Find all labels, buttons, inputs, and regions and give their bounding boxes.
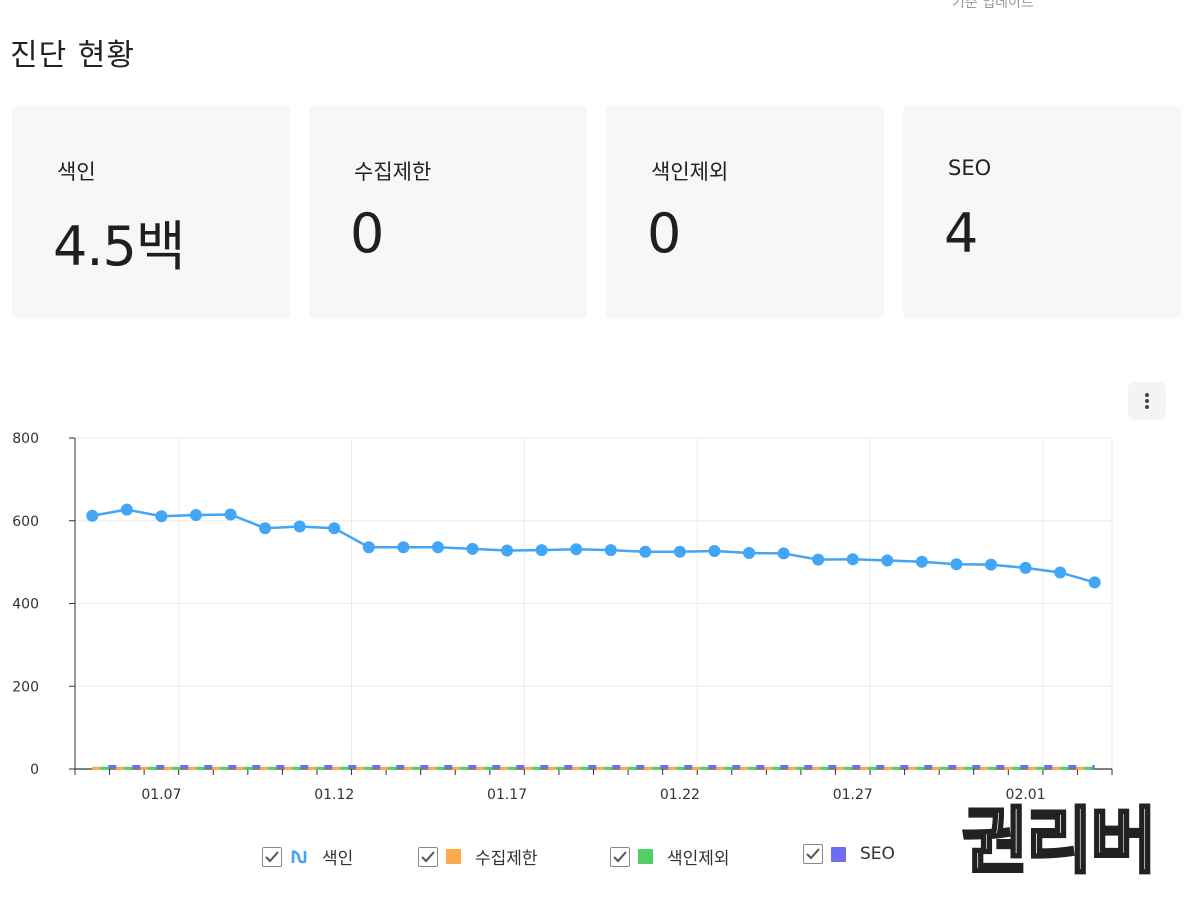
data-point-index	[812, 553, 825, 566]
x-tick-label: 01.07	[141, 787, 181, 803]
data-point-index	[259, 522, 272, 535]
data-point-index	[570, 543, 583, 556]
data-point-index	[673, 545, 686, 558]
data-point-index	[431, 541, 444, 554]
data-point-index	[224, 508, 237, 521]
data-point-index	[120, 503, 133, 516]
y-tick-label: 200	[12, 679, 39, 695]
legend-item-crawl-limit[interactable]: 수집제한	[418, 844, 538, 869]
data-point-index	[777, 547, 790, 560]
card-crawl-limit[interactable]: 수집제한 0	[309, 106, 587, 318]
checkbox-crawl-limit[interactable]	[418, 846, 438, 867]
data-point-index	[362, 541, 375, 554]
y-tick-label: 0	[30, 762, 39, 778]
data-point-index	[189, 508, 202, 521]
check-icon	[421, 850, 435, 862]
check-icon	[806, 848, 820, 860]
checkbox-index[interactable]	[262, 846, 282, 867]
x-tick-label: 01.27	[833, 787, 873, 803]
check-icon	[265, 850, 279, 862]
data-point-index	[293, 520, 306, 533]
y-tick-label: 800	[12, 431, 39, 447]
top-cut-text: 기준 업데이트	[952, 0, 1034, 11]
summary-cards: 색인 4.5백 수집제한 0 색인제외 0 SEO 4	[12, 106, 1182, 318]
data-point-index	[1019, 561, 1032, 574]
card-value: 0	[647, 202, 681, 265]
card-label: 색인제외	[651, 160, 729, 184]
card-index[interactable]: 색인 4.5백	[12, 106, 290, 318]
card-value: 0	[350, 202, 384, 265]
legend-label: 수집제한	[475, 849, 538, 869]
checkbox-seo[interactable]	[803, 844, 823, 864]
data-point-index	[881, 554, 894, 567]
data-point-index	[501, 544, 514, 557]
x-tick-label: 02.01	[1006, 787, 1046, 803]
data-point-index	[328, 522, 341, 535]
watermark: 권리버	[961, 798, 1159, 885]
square-icon	[446, 849, 461, 864]
chart-menu-button[interactable]	[1128, 382, 1166, 420]
data-point-index	[639, 545, 652, 558]
legend-label: SEO	[860, 844, 895, 864]
x-tick-label: 01.22	[660, 787, 700, 803]
legend-label: 색인제외	[667, 849, 730, 869]
page-title: 진단 현황	[10, 38, 135, 73]
card-value: 4	[944, 202, 978, 265]
x-tick-label: 01.12	[314, 787, 354, 803]
card-label: 색인	[57, 160, 96, 184]
data-point-index	[86, 509, 99, 522]
line-icon	[290, 848, 308, 866]
square-icon	[638, 849, 653, 864]
card-label: SEO	[948, 156, 992, 180]
data-point-index	[1054, 566, 1067, 579]
data-point-index	[155, 510, 168, 523]
data-point-index	[708, 544, 721, 557]
data-point-index	[604, 544, 617, 557]
card-value: 4.5백	[53, 215, 186, 278]
line-chart: 0 200 400 600 800 01.07 01.12 01.17 01.22 01.27 02…	[12, 431, 1113, 803]
data-point-index	[950, 558, 963, 571]
card-index-excluded[interactable]: 색인제외 0	[606, 106, 884, 318]
data-point-index	[846, 553, 859, 566]
y-tick-label: 400	[12, 597, 39, 613]
checkbox-index-excluded[interactable]	[610, 846, 630, 867]
square-icon	[831, 846, 846, 862]
legend-item-index-excluded[interactable]: 색인제외	[610, 844, 730, 869]
card-seo[interactable]: SEO 4	[903, 106, 1181, 318]
legend-item-index[interactable]: 색인	[262, 844, 353, 869]
card-label: 수집제한	[354, 160, 432, 184]
y-tick-label: 600	[12, 514, 39, 530]
data-point-index	[915, 555, 928, 568]
check-icon	[613, 850, 627, 862]
data-point-index	[535, 544, 548, 557]
legend-item-seo[interactable]: SEO	[803, 844, 895, 864]
legend-label: 색인	[322, 849, 354, 869]
data-point-index	[466, 542, 479, 555]
x-tick-label: 01.17	[487, 787, 527, 803]
data-point-index	[985, 558, 998, 571]
more-vertical-icon	[1145, 393, 1149, 409]
data-point-index	[1088, 576, 1101, 589]
data-point-index	[743, 547, 756, 560]
data-point-index	[397, 541, 410, 554]
